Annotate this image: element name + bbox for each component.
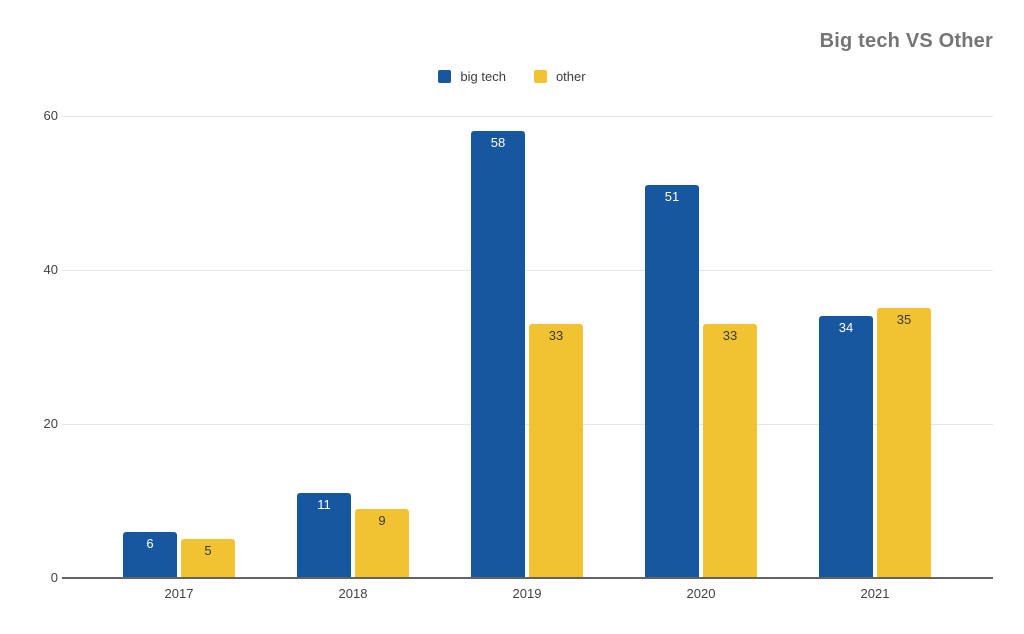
bar-big-tech-2020[interactable]: 51 (645, 185, 699, 578)
bar-group-2020: 51 33 (614, 106, 788, 578)
y-axis-label-40: 40 (43, 262, 58, 277)
chart-title: Big tech VS Other (819, 30, 993, 52)
bar-other-2018[interactable]: 9 (355, 509, 409, 578)
bar-other-2019[interactable]: 33 (529, 324, 583, 578)
legend-swatch-other (533, 70, 547, 83)
gridline-20 (62, 424, 993, 425)
bar-value-label: 58 (490, 135, 506, 150)
legend: big tech other (0, 69, 1024, 84)
y-axis-label-20: 20 (43, 416, 58, 431)
bar-group-2021: 34 35 (788, 106, 962, 578)
bar-big-tech-2021[interactable]: 34 (819, 316, 873, 578)
gridline-60 (62, 116, 993, 117)
bar-value-label: 6 (146, 536, 154, 551)
bar-other-2020[interactable]: 33 (703, 324, 757, 578)
bar-big-tech-2017[interactable]: 6 (123, 532, 177, 578)
bar-other-2017[interactable]: 5 (181, 539, 235, 578)
legend-label: other (555, 69, 586, 84)
x-axis-label-2019: 2019 (512, 586, 542, 601)
bar-value-label: 5 (204, 543, 212, 558)
x-axis-line (62, 577, 993, 579)
bar-value-label: 51 (664, 189, 680, 204)
bar-value-label: 11 (317, 497, 331, 512)
bar-value-label: 35 (896, 312, 912, 327)
bar-value-label: 33 (722, 328, 738, 343)
x-axis-label-2017: 2017 (164, 586, 194, 601)
y-axis-label-0: 0 (50, 570, 58, 585)
bar-value-label: 34 (838, 320, 854, 335)
bar-group-2018: 11 9 (266, 106, 440, 578)
legend-label: big tech (460, 69, 506, 84)
legend-item-other[interactable]: other (533, 69, 586, 84)
bar-big-tech-2019[interactable]: 58 (471, 131, 525, 578)
legend-swatch-big-tech (438, 70, 452, 83)
gridline-40 (62, 270, 993, 271)
bar-big-tech-2018[interactable]: 11 (297, 493, 351, 578)
bar-group-2019: 58 33 (440, 106, 614, 578)
legend-item-big-tech[interactable]: big tech (438, 69, 506, 84)
y-axis-label-60: 60 (43, 108, 58, 123)
bar-other-2021[interactable]: 35 (877, 308, 931, 578)
x-axis-label-2020: 2020 (686, 586, 716, 601)
x-axis-label-2018: 2018 (338, 586, 368, 601)
x-axis-label-2021: 2021 (860, 586, 890, 601)
bar-value-label: 9 (378, 513, 386, 528)
bar-value-label: 33 (548, 328, 564, 343)
